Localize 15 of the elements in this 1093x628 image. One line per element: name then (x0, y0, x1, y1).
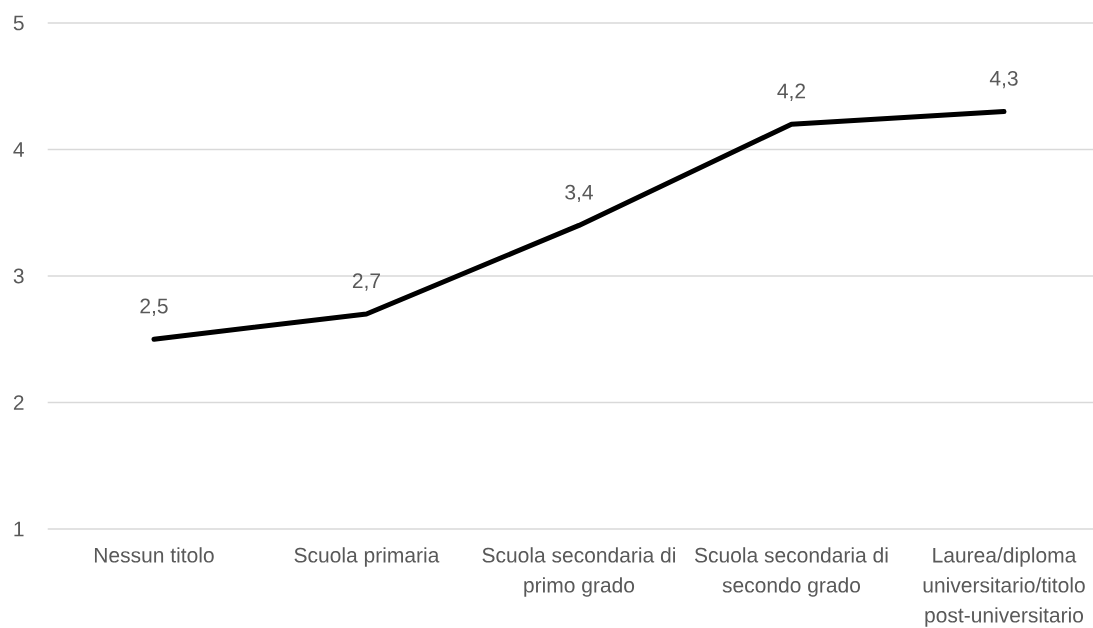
data-label: 3,4 (565, 184, 593, 203)
data-label: 4,2 (777, 83, 806, 101)
x-tick-label: Scuola secondaria di primo grado (482, 547, 675, 597)
x-tick-label: Nessun titolo (94, 547, 214, 563)
y-tick-label: 1 (14, 521, 24, 537)
data-label: 2,7 (352, 273, 381, 291)
data-label: 2,5 (140, 298, 168, 316)
y-tick-label: 4 (13, 142, 24, 157)
y-tick-label: 3 (13, 268, 24, 284)
x-tick-label: Scuola secondaria di secondo grado (694, 547, 888, 597)
y-tick-label: 5 (13, 15, 24, 31)
y-tick-label: 2 (13, 395, 24, 410)
x-tick-label: Laurea/diploma universitario/titolo post-universitario (923, 547, 1085, 627)
x-tick-label: Scuola primaria (294, 547, 440, 567)
data-label: 4,3 (989, 70, 1018, 89)
